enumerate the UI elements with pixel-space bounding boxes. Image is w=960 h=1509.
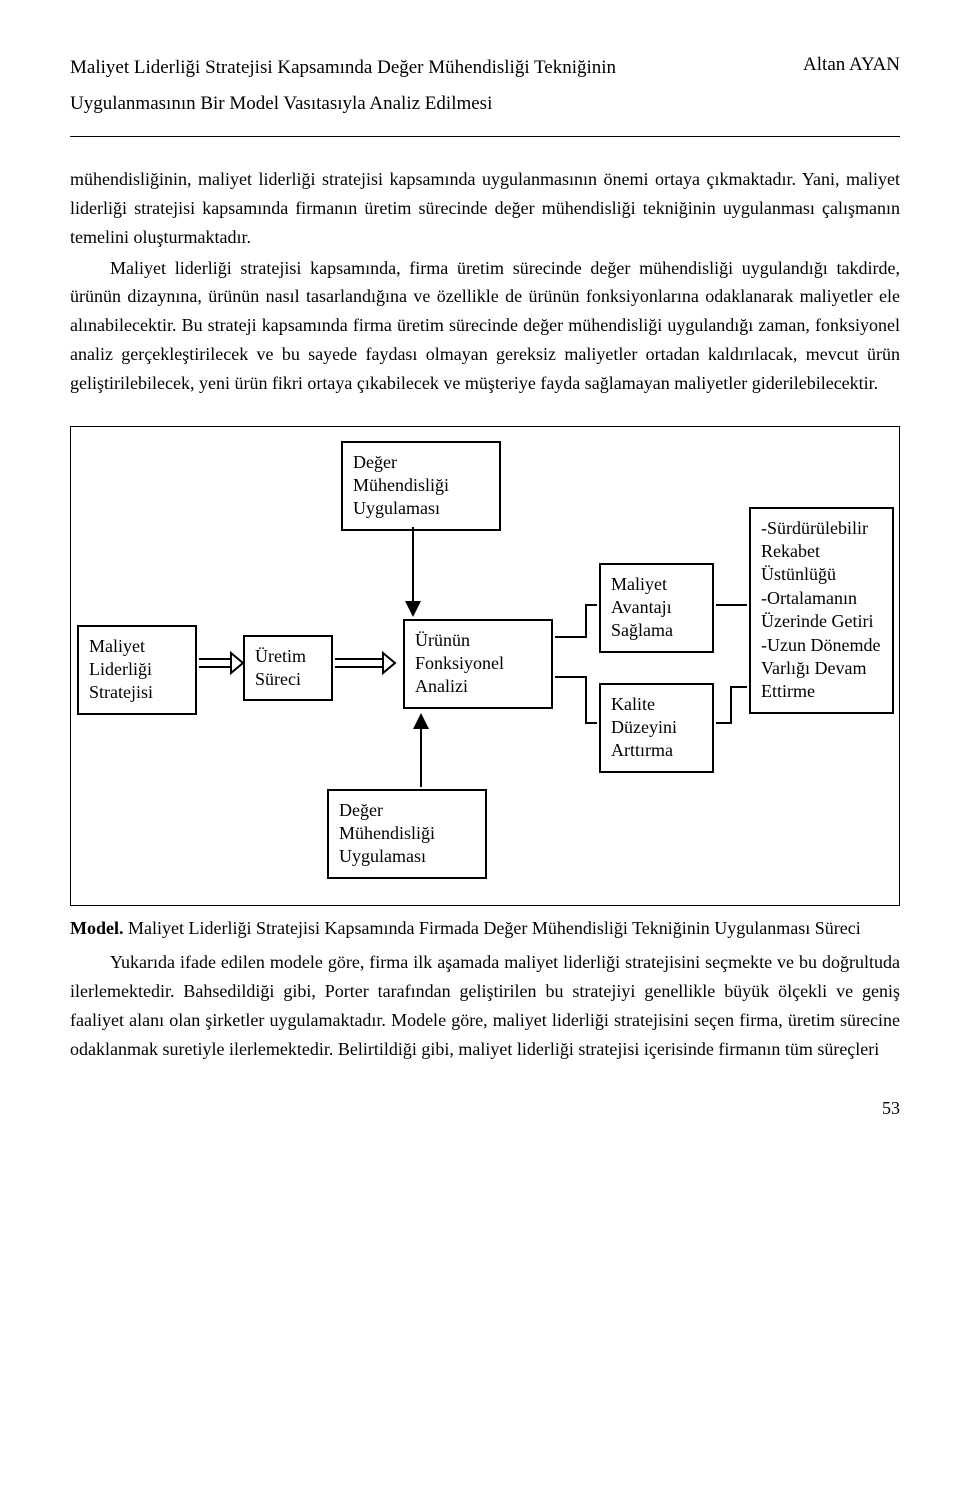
page-number: 53 [70,1094,900,1123]
model-caption-text: Maliyet Liderliği Stratejisi Kapsamında … [124,918,861,938]
paragraph-3: Yukarıda ifade edilen modele göre, firma… [70,948,900,1063]
model-diagram: Maliyet Liderliği Stratejisi Üretim Süre… [70,426,900,906]
diagram-arrows [71,427,899,905]
page-header: Maliyet Liderliği Stratejisi Kapsamında … [70,50,900,122]
model-caption: Model. Maliyet Liderliği Stratejisi Kaps… [70,914,900,943]
paragraph-2: Maliyet liderliği stratejisi kapsamında,… [70,254,900,398]
header-divider [70,136,900,137]
paragraph-1: mühendisliğinin, maliyet liderliği strat… [70,165,900,251]
paper-author: Altan AYAN [803,50,900,80]
paper-title: Maliyet Liderliği Stratejisi Kapsamında … [70,50,670,122]
model-caption-label: Model. [70,918,124,938]
